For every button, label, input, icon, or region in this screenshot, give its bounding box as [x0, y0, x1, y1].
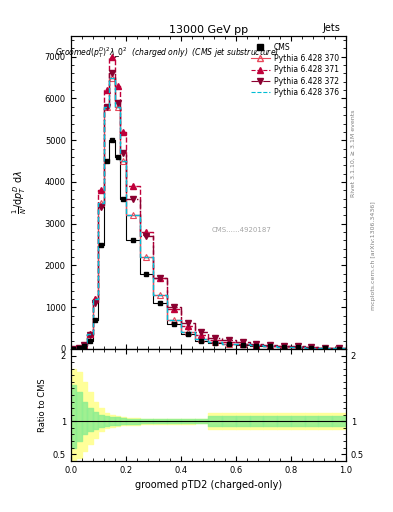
X-axis label: groomed pTD2 (charged-only): groomed pTD2 (charged-only) [135, 480, 282, 490]
Text: Jets: Jets [323, 23, 340, 33]
Text: Rivet 3.1.10, ≥ 3.1M events: Rivet 3.1.10, ≥ 3.1M events [351, 110, 356, 197]
Text: mcplots.cern.ch [arXiv:1306.3436]: mcplots.cern.ch [arXiv:1306.3436] [371, 202, 376, 310]
Title: 13000 GeV pp: 13000 GeV pp [169, 25, 248, 35]
Legend: CMS, Pythia 6.428 370, Pythia 6.428 371, Pythia 6.428 372, Pythia 6.428 376: CMS, Pythia 6.428 370, Pythia 6.428 371,… [248, 39, 342, 100]
Y-axis label: $\frac{1}{N} / \mathrm{d}p_T^D\ \mathrm{d}\lambda$: $\frac{1}{N} / \mathrm{d}p_T^D\ \mathrm{… [11, 170, 29, 215]
Text: Groomed$(p_T^D)^2\lambda\_0^2$  (charged only)  (CMS jet substructure): Groomed$(p_T^D)^2\lambda\_0^2$ (charged … [55, 45, 279, 60]
Y-axis label: Ratio to CMS: Ratio to CMS [38, 378, 47, 432]
Text: CMS......4920187: CMS......4920187 [211, 227, 271, 233]
